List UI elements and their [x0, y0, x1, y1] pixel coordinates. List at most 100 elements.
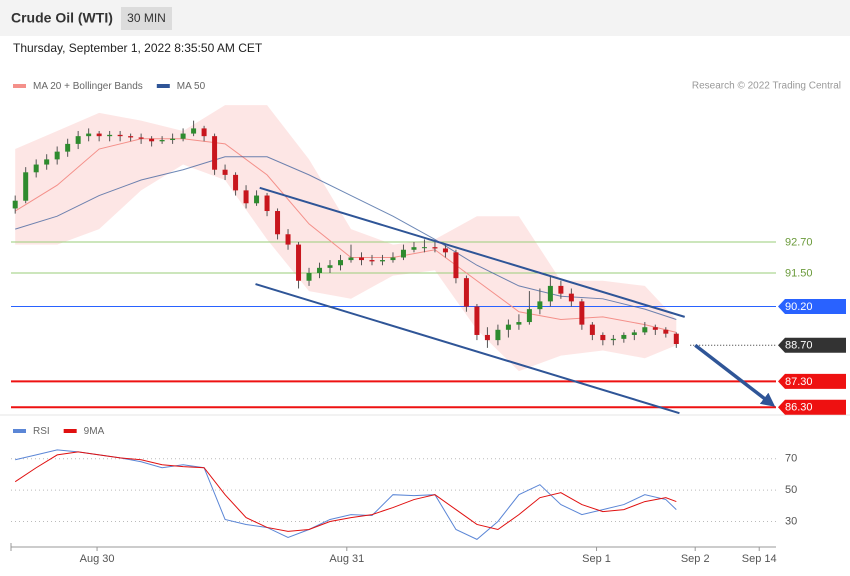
legend-label: MA 50: [177, 81, 206, 92]
rsi-line: [15, 449, 677, 540]
date: Thursday, September 1, 2022 8:35:50 AM C…: [13, 41, 263, 55]
legend-swatch: [13, 84, 26, 88]
level-label: 91.50: [785, 267, 813, 279]
candle-body: [222, 169, 228, 175]
level-label: 92.70: [785, 236, 813, 248]
legend-swatch: [156, 84, 170, 88]
candle-body: [117, 134, 123, 137]
x-tick-label: Sep 14: [742, 553, 777, 565]
candle-body: [453, 252, 459, 279]
candle-body: [610, 338, 616, 341]
candle-body: [12, 200, 18, 209]
candle-body: [86, 133, 92, 137]
trend-line: [259, 186, 685, 318]
y-tick-label: 70: [785, 453, 797, 465]
level-label: 86.30: [785, 402, 813, 414]
candle-body: [652, 327, 658, 330]
candle-body: [138, 137, 144, 139]
candle-body: [191, 128, 197, 134]
x-tick-label: Sep 1: [582, 553, 611, 565]
candle-body: [327, 265, 333, 268]
timeframe-badge[interactable]: [121, 7, 172, 30]
candle-body: [233, 174, 239, 191]
candle-body: [159, 140, 165, 142]
candle-body: [432, 247, 438, 249]
legend-swatch: [13, 429, 26, 433]
candle-body: [421, 247, 427, 249]
credit: Research © 2022 Trading Central: [692, 81, 841, 92]
candle-body: [379, 260, 385, 262]
candle-body: [296, 244, 302, 281]
x-tick-label: Aug 30: [80, 553, 115, 565]
candle-body: [526, 309, 532, 323]
ma50-line: [15, 156, 677, 320]
bollinger-band: [15, 105, 677, 372]
candle-body: [579, 301, 585, 325]
legend-label: RSI: [33, 426, 50, 437]
candle-body: [254, 195, 260, 204]
candle-body: [600, 334, 606, 341]
candle-body: [23, 172, 29, 201]
candle-body: [621, 334, 627, 339]
candle-body: [484, 334, 490, 341]
candle-body: [663, 329, 669, 334]
candle-body: [180, 133, 186, 139]
candle-body: [285, 234, 291, 245]
level-label: 90.20: [785, 301, 813, 313]
candle-body: [348, 257, 354, 261]
candle-body: [390, 257, 396, 261]
level-label: 87.30: [785, 376, 813, 388]
candle-body: [516, 322, 522, 325]
candle-body: [33, 164, 39, 173]
level-tag: [778, 399, 846, 415]
candle-body: [65, 143, 71, 152]
candle-body: [495, 329, 501, 341]
candle-body: [44, 159, 50, 165]
candle-body: [673, 333, 679, 344]
x-tick-label: Aug 31: [329, 553, 364, 565]
title: Crude Oil (WTI): [11, 10, 113, 26]
candle-body: [212, 136, 218, 170]
candle-body: [505, 324, 511, 330]
y-tick-label: 30: [785, 515, 797, 527]
candle-body: [306, 272, 312, 281]
level-tag: [778, 373, 846, 389]
trend-line: [255, 283, 680, 415]
candle-body: [631, 332, 637, 335]
candle-body: [369, 260, 375, 262]
candle-body: [589, 324, 595, 335]
candle-body: [107, 134, 113, 137]
candle-body: [442, 248, 448, 253]
candle-body: [243, 190, 249, 204]
candle-body: [275, 211, 281, 235]
level-label: 88.70: [785, 340, 813, 352]
candle-body: [537, 301, 543, 310]
rsi-line: [14, 451, 677, 532]
candle-body: [54, 151, 60, 160]
candle-body: [463, 278, 469, 307]
legend-swatch: [63, 429, 77, 433]
timeframe[interactable]: 30 MIN: [127, 11, 166, 25]
candle-body: [317, 267, 323, 273]
candle-body: [568, 293, 574, 302]
candle-body: [642, 327, 648, 333]
candle-body: [201, 128, 207, 137]
x-tick-label: Sep 2: [681, 553, 710, 565]
candle-body: [338, 260, 344, 266]
candle-body: [128, 136, 134, 138]
candle-body: [558, 285, 564, 294]
candle-body: [411, 247, 417, 250]
candle-body: [170, 138, 176, 141]
candle-body: [96, 133, 102, 137]
candle-body: [474, 306, 480, 335]
candle-body: [264, 195, 270, 212]
candle-body: [149, 138, 155, 142]
forecast-arrow: [694, 343, 776, 407]
candle-body: [547, 285, 553, 302]
level-tag: [778, 337, 846, 353]
legend-label: 9MA: [84, 426, 105, 437]
level-tag: [778, 299, 846, 315]
candle-body: [400, 249, 406, 258]
legend-label: MA 20 + Bollinger Bands: [33, 81, 143, 92]
